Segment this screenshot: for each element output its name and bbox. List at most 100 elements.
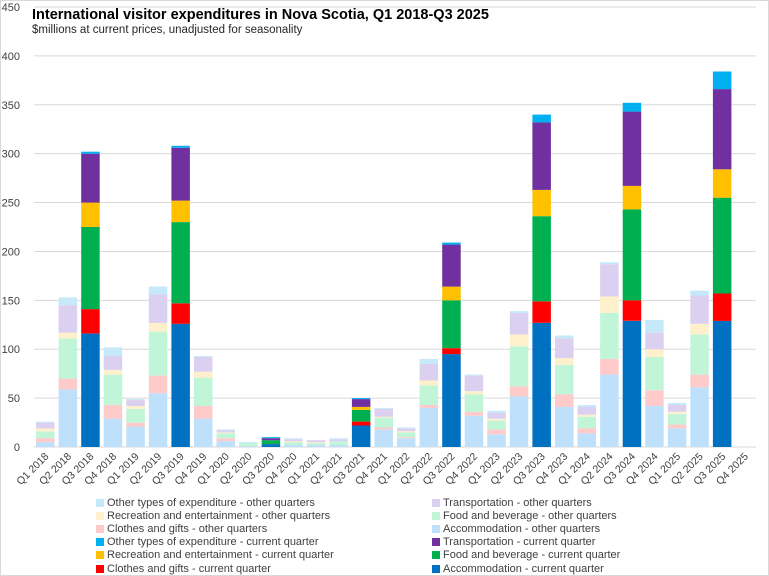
bar-segment-other-types-of-expenditure <box>81 151 100 154</box>
y-tick-label: 450 <box>2 2 20 14</box>
bar-segment-recreation-and-entertainment <box>216 432 235 434</box>
bar-segment-food-and-beverage <box>600 313 619 359</box>
bar-segment-transportation <box>126 400 145 406</box>
bar-segment-transportation <box>194 357 213 372</box>
bar-segment-food-and-beverage <box>442 300 461 349</box>
bar-segment-clothes-and-gifts <box>555 394 574 407</box>
bar-segment-transportation <box>622 111 642 186</box>
bar-segment-clothes-and-gifts <box>103 405 123 419</box>
bar-segment-transportation <box>690 295 709 324</box>
bar-segment-recreation-and-entertainment <box>419 380 439 386</box>
chart-subtitle: $millions at current prices, unadjusted … <box>32 24 303 36</box>
bar-segment-clothes-and-gifts <box>532 301 551 323</box>
bar-segment-other-types-of-expenditure <box>261 437 281 439</box>
bar-segment-other-types-of-expenditure <box>555 335 574 339</box>
bar-segment-accommodation <box>306 445 326 447</box>
bar-segment-food-and-beverage <box>36 431 55 439</box>
bar-segment-food-and-beverage <box>374 417 393 428</box>
bar-segment-recreation-and-entertainment <box>374 416 393 418</box>
legend-label: Recreation and entertainment - other qua… <box>107 509 331 522</box>
bar-segment-transportation <box>487 412 506 419</box>
y-tick-label: 150 <box>2 295 20 307</box>
bar-segment-other-types-of-expenditure <box>36 421 55 423</box>
bar-segment-clothes-and-gifts <box>419 405 439 408</box>
bar-segment-food-and-beverage <box>667 413 687 425</box>
bar-segment-accommodation <box>81 333 100 447</box>
bar-segment-other-types-of-expenditure <box>577 405 596 407</box>
bar-segment-clothes-and-gifts <box>487 429 506 435</box>
bar-segment-other-types-of-expenditure <box>464 374 484 376</box>
bar-segment-food-and-beverage <box>148 331 168 376</box>
bar-segment-clothes-and-gifts <box>374 427 393 430</box>
bar-segment-transportation <box>261 438 281 441</box>
bar-segment-accommodation <box>148 393 168 447</box>
bar-segment-recreation-and-entertainment <box>712 169 732 198</box>
bar-segment-accommodation <box>126 426 145 447</box>
bar-segment-food-and-beverage <box>712 197 732 294</box>
bar-segment-recreation-and-entertainment <box>442 286 461 301</box>
y-tick-label: 300 <box>2 149 20 161</box>
bar-segment-other-types-of-expenditure <box>532 114 551 123</box>
bar-segment-food-and-beverage <box>555 364 574 395</box>
legend-item: Transportation - other quarters <box>432 496 592 509</box>
bar-segment-accommodation <box>712 320 732 447</box>
bar-segment-transportation <box>81 153 100 203</box>
bar-segment-clothes-and-gifts <box>600 359 619 375</box>
bar-segment-clothes-and-gifts <box>148 375 168 394</box>
bar-segment-food-and-beverage <box>216 433 235 439</box>
bar-segment-accommodation <box>464 415 484 447</box>
legend-swatch <box>432 524 440 533</box>
bar-segment-other-types-of-expenditure <box>171 145 190 148</box>
legend-item: Recreation and entertainment - other qua… <box>96 509 330 522</box>
bar-segment-accommodation <box>487 434 506 447</box>
bar-segment-clothes-and-gifts <box>171 303 190 324</box>
bar-segment-transportation <box>442 244 461 287</box>
bar-segment-food-and-beverage <box>690 334 709 375</box>
bar-segment-accommodation <box>509 396 529 447</box>
bar-segment-accommodation <box>329 445 348 447</box>
bar-segment-recreation-and-entertainment <box>600 296 619 313</box>
bar-segment-other-types-of-expenditure <box>645 319 664 333</box>
legend-swatch <box>432 498 440 507</box>
bar-segment-food-and-beverage <box>419 385 439 405</box>
bar-segment-food-and-beverage <box>351 409 371 422</box>
bar-segment-other-types-of-expenditure <box>351 398 371 400</box>
bar-segment-accommodation <box>351 425 371 447</box>
bar-segment-recreation-and-entertainment <box>351 406 371 410</box>
bar-segment-transportation <box>171 147 190 201</box>
bar-segment-recreation-and-entertainment <box>81 202 100 227</box>
bar-segment-transportation <box>555 338 574 359</box>
bar-segment-transportation <box>419 363 439 381</box>
bar-segment-recreation-and-entertainment <box>667 411 687 414</box>
bar-segment-recreation-and-entertainment <box>622 185 642 210</box>
chart-title: International visitor expenditures in No… <box>32 7 489 23</box>
bar-segment-transportation <box>216 430 235 433</box>
legend-swatch <box>96 538 104 547</box>
chart-legend: Other types of expenditure - other quart… <box>0 496 769 576</box>
bar-segment-food-and-beverage <box>194 377 213 406</box>
y-tick-label: 100 <box>2 344 20 356</box>
bar-segment-transportation <box>464 375 484 392</box>
bar-segment-clothes-and-gifts <box>464 411 484 416</box>
bar-segment-accommodation <box>600 374 619 447</box>
bar-segment-other-types-of-expenditure <box>419 359 439 364</box>
bar-segment-transportation <box>667 405 687 412</box>
bar-segment-accommodation <box>532 322 551 447</box>
bar-segment-transportation <box>397 428 416 432</box>
bar-segment-recreation-and-entertainment <box>487 418 506 421</box>
bar-segment-accommodation <box>622 320 642 447</box>
bar-segment-other-types-of-expenditure <box>329 438 348 440</box>
legend-item: Food and beverage - other quarters <box>432 509 617 522</box>
bar-segment-transportation <box>329 439 348 442</box>
bar-segment-accommodation <box>555 406 574 447</box>
bar-segment-recreation-and-entertainment <box>306 442 326 444</box>
bar-segment-clothes-and-gifts <box>645 390 664 406</box>
legend-swatch <box>432 538 440 547</box>
bar-segment-other-types-of-expenditure <box>126 399 145 401</box>
bar-segment-clothes-and-gifts <box>81 309 100 334</box>
bar-segment-accommodation <box>239 446 258 447</box>
bar-segment-clothes-and-gifts <box>509 386 529 397</box>
bar-segment-transportation <box>306 440 326 443</box>
bar-segment-other-types-of-expenditure <box>690 290 709 296</box>
bar-segment-recreation-and-entertainment <box>532 189 551 217</box>
